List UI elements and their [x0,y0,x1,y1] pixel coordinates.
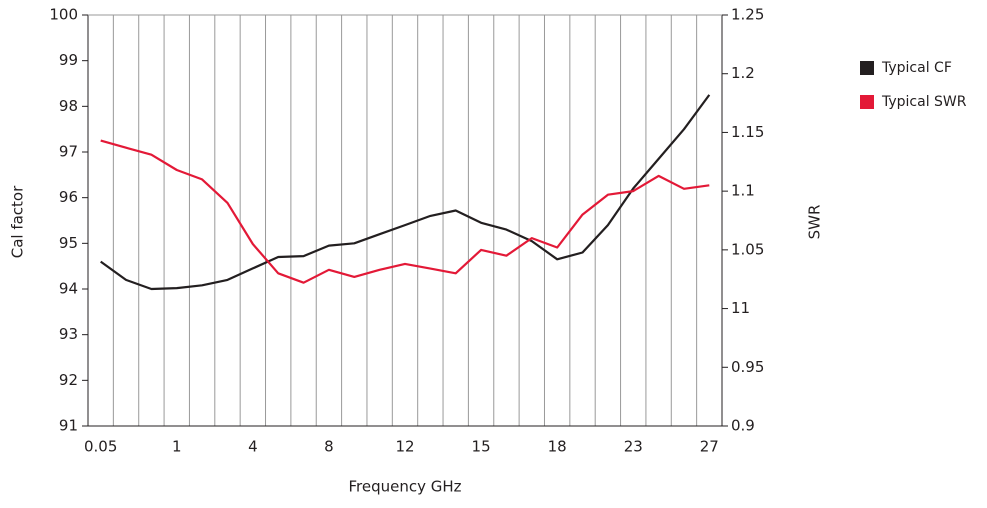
y-tick-label: 98 [59,97,78,115]
y2-tick-label: 0.95 [731,358,764,376]
y-tick-label: 91 [59,417,78,435]
line-series [100,139,710,284]
y2-axis-title: SWR [806,205,824,240]
x-tick-label: 27 [700,438,719,456]
x-tick-label: 18 [548,438,567,456]
x-tick-label: 15 [472,438,491,456]
y-tick-label: 94 [59,280,78,298]
line-series [100,94,711,291]
y-tick-label: 97 [59,143,78,161]
y2-tick-label: 1.1 [731,182,755,200]
legend-swatch [860,95,874,109]
y-tick-label: 100 [49,6,78,24]
y2-tick-label: 1.15 [731,123,764,141]
x-tick-label: 4 [248,438,258,456]
y-axis-title: Cal factor [9,185,27,258]
x-tick-label: 0.05 [84,438,117,456]
x-tick-label: 8 [324,438,334,456]
y-tick-label: 93 [59,325,78,343]
y2-tick-label: 1.05 [731,240,764,258]
legend-swatch [860,61,874,75]
y2-tick-label: 0.9 [731,417,755,435]
x-axis-title: Frequency GHz [348,478,461,496]
y2-tick-label: 11 [731,299,750,317]
y-tick-label: 96 [59,188,78,206]
y-tick-label: 92 [59,371,78,389]
y2-tick-label: 1.25 [731,6,764,24]
y-tick-label: 95 [59,234,78,252]
y2-tick-label: 1.2 [731,64,755,82]
legend-label: Typical SWR [881,94,967,110]
x-tick-label: 1 [172,438,182,456]
x-tick-label: 12 [395,438,414,456]
y-tick-label: 99 [59,51,78,69]
x-tick-label: 23 [624,438,643,456]
legend-label: Typical CF [881,60,952,76]
